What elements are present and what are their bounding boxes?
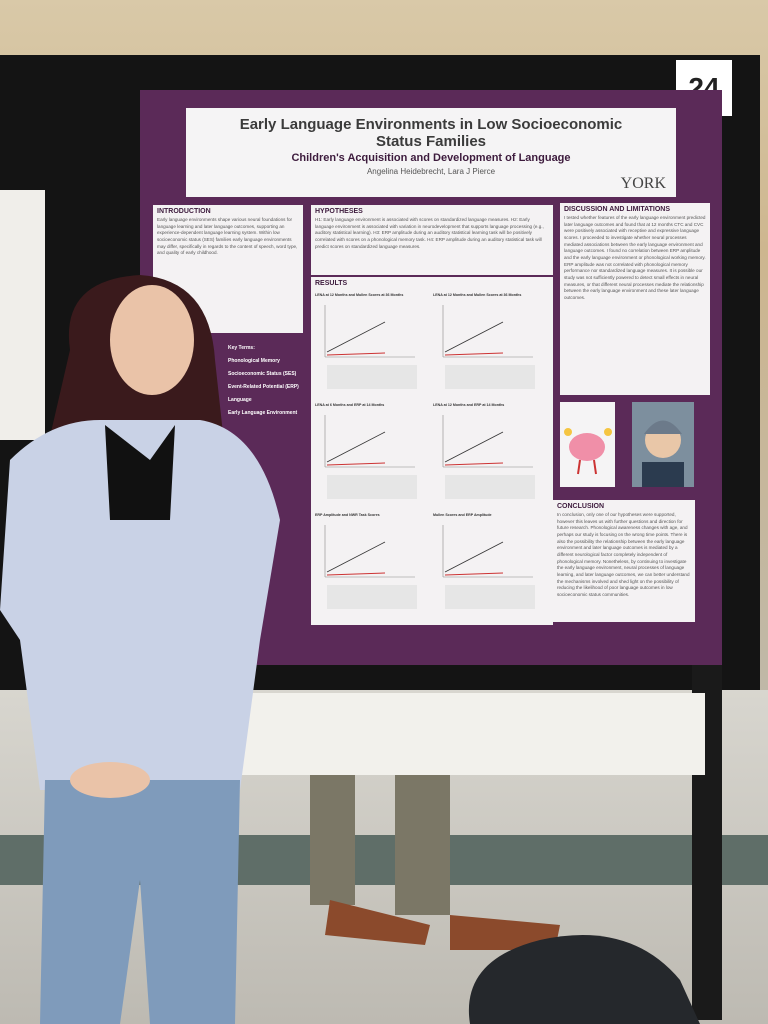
mini-plot	[324, 415, 417, 499]
chart-title: LENA at 12 Months and Mullen Scores at 3…	[433, 293, 522, 297]
result-chart: LENA at 6 Months and ERP at 14 Months	[315, 403, 427, 507]
logo: YORK	[620, 175, 666, 192]
mini-plot	[442, 415, 535, 499]
section-heading: HYPOTHESES	[315, 208, 363, 215]
board-sign	[240, 693, 705, 775]
child-photo	[632, 402, 694, 487]
chart-title: LENA at 12 Months and ERP at 14 Months	[433, 403, 505, 407]
section-heading: DISCUSSION AND LIMITATIONS	[564, 206, 671, 213]
title-box: Early Language Environments in Low Socio…	[186, 108, 676, 197]
key-term: Socioeconomic Status (SES)	[228, 371, 297, 377]
mini-plot	[442, 525, 535, 609]
section-heading: RESULTS	[315, 280, 348, 287]
discussion-box: DISCUSSION AND LIMITATIONS I tested whet…	[560, 203, 710, 395]
conclusion-box: CONCLUSION In conclusion, only one of ou…	[553, 500, 695, 622]
hypotheses-box: HYPOTHESES H1: Early language environmen…	[311, 205, 553, 275]
result-chart: Mullen Scores and ERP Amplitude	[433, 513, 545, 617]
result-chart: LENA at 12 Months and Mullen Scores at 3…	[433, 293, 545, 397]
section-text: Early language environments shape variou…	[157, 217, 298, 256]
section-text: In conclusion, only one of our hypothese…	[557, 512, 690, 597]
key-term: Phonological Memory	[228, 358, 280, 364]
chart-title: ERP Amplitude and NWR Task Scores	[315, 513, 380, 517]
key-term: Early Language Environment	[228, 410, 298, 416]
mini-plot	[324, 525, 417, 609]
poster-subtitle: Children's Acquisition and Development o…	[291, 152, 571, 164]
result-chart: LENA at 12 Months and ERP at 14 Months	[433, 403, 545, 507]
section-heading: CONCLUSION	[557, 503, 605, 510]
person	[0, 275, 280, 1024]
neighbor-poster	[0, 190, 45, 440]
key-term: Event-Related Potential (ERP)	[228, 384, 299, 390]
result-chart: LENA at 12 Months and Mullen Scores at 3…	[315, 293, 427, 397]
results-box: RESULTS LENA at 12 Months and Mullen Sco…	[311, 277, 553, 625]
child-icon	[642, 420, 684, 487]
chart-title: Mullen Scores and ERP Amplitude	[433, 513, 492, 517]
bag	[468, 935, 700, 1024]
section-heading: INTRODUCTION	[157, 208, 211, 215]
person-legs	[310, 775, 560, 950]
chart-title: LENA at 12 Months and Mullen Scores at 3…	[315, 293, 404, 297]
mini-plot	[324, 305, 417, 389]
brain-graphic	[560, 402, 615, 487]
poster-authors: Angelina Heidebrecht, Lara J Pierce	[366, 167, 496, 176]
chart-title: LENA at 6 Months and ERP at 14 Months	[315, 403, 385, 407]
result-chart: ERP Amplitude and NWR Task Scores	[315, 513, 427, 617]
section-text: H1: Early language environment is associ…	[315, 217, 544, 249]
key-terms: Key Terms: Phonological Memory Socioecon…	[228, 345, 308, 423]
brain-icon	[564, 428, 612, 475]
key-terms-heading: Key Terms:	[228, 345, 255, 351]
section-text: I tested whether features of the early l…	[564, 215, 706, 300]
key-term: Language	[228, 397, 252, 403]
mini-plot	[442, 305, 535, 389]
poster-title: Early Language Environments in Low Socio…	[239, 116, 623, 150]
